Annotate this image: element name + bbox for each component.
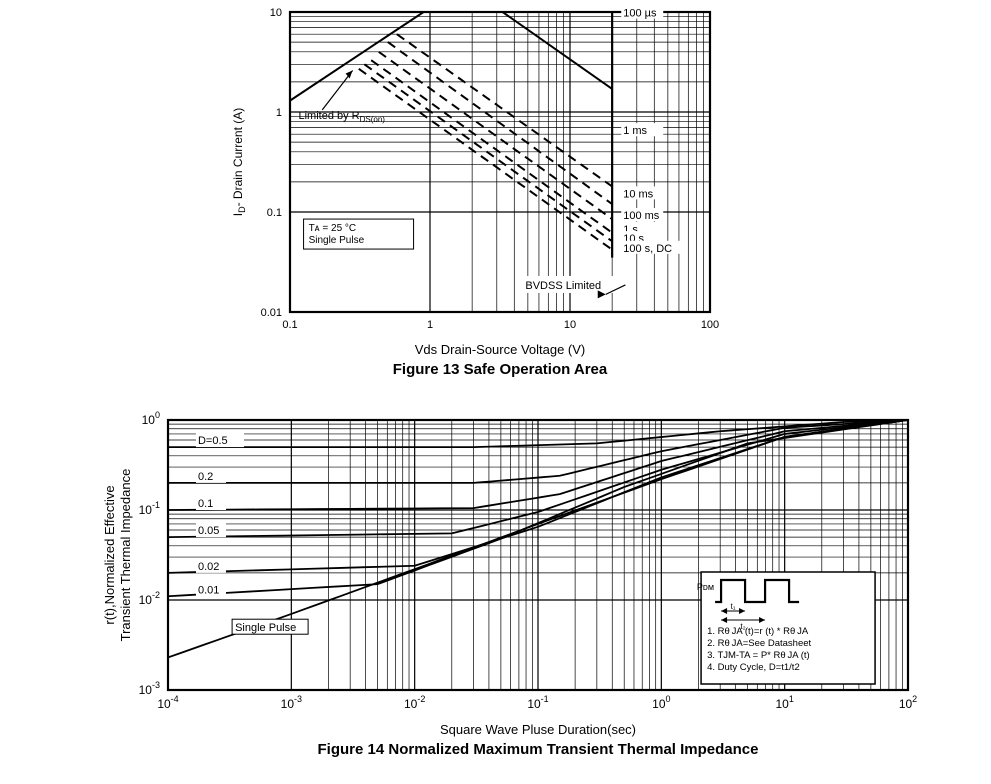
fig13-rdson-line [290, 12, 424, 101]
fig13-x-tick: 100 [701, 319, 719, 331]
fig13-y-label: ID- Drain Current (A) [231, 108, 247, 217]
svg-text:t₁: t₁ [731, 602, 736, 611]
datasheet-page: 0.11101000.010.1110Limited by RDS(on)Tᴀ … [0, 0, 991, 784]
fig13-curve [379, 52, 612, 219]
fig14-note-line: 4. Duty Cycle, D=t1/t2 [707, 662, 800, 673]
fig14-x-tick: 102 [899, 694, 917, 711]
fig13-soa-chart: 0.11101000.010.1110Limited by RDS(on)Tᴀ … [231, 6, 719, 378]
fig14-pdm-label: Pᴅᴍ [697, 582, 714, 592]
fig14-d-label: 0.2 [198, 471, 213, 483]
fig14-y-tick: 10-2 [139, 590, 160, 607]
fig14-caption: Figure 14 Normalized Maximum Transient T… [318, 741, 759, 758]
fig14-x-tick: 10-2 [404, 694, 425, 711]
fig13-y-tick: 10 [270, 7, 282, 19]
fig13-curve-label: 100 µs [623, 8, 657, 20]
fig14-y-tick: 10-1 [139, 500, 160, 517]
fig13-curve-label: 100 s, DC [623, 243, 672, 255]
fig13-x-label: Vds Drain-Source Voltage (V) [415, 342, 586, 357]
fig14-d-label: D=0.5 [198, 435, 228, 447]
fig13-curve [364, 64, 612, 241]
fig14-x-tick: 101 [775, 694, 793, 711]
fig13-condition-line2: Single Pulse [309, 235, 365, 246]
fig14-note-line: 2. Rθ JA=See Datasheet [707, 638, 811, 649]
fig13-y-tick: 0.1 [267, 207, 282, 219]
fig14-note-line: 1. Rθ JA (t)=r (t) * Rθ JA [707, 626, 809, 637]
fig13-caption: Figure 13 Safe Operation Area [393, 361, 608, 378]
fig14-y-tick: 100 [142, 410, 160, 427]
fig13-y-tick: 0.01 [261, 307, 282, 319]
fig14-y-label-1: r(t),Normalized Effective [102, 485, 117, 624]
fig14-x-tick: 10-4 [157, 694, 178, 711]
fig14-x-tick: 100 [652, 694, 670, 711]
fig13-x-tick: 1 [427, 319, 433, 331]
fig14-thermal-chart: 10-410-310-210-110010110210-310-210-1100… [102, 410, 917, 758]
fig13-curve-label: 1 ms [623, 125, 647, 137]
fig13-y-tick: 1 [276, 107, 282, 119]
fig14-single-pulse-label: Single Pulse [235, 622, 296, 634]
fig13-curve-label: 100 ms [623, 210, 660, 222]
fig14-y-label-2: Transient Thermal Impedance [118, 469, 133, 642]
fig13-x-tick: 0.1 [282, 319, 297, 331]
fig14-y-tick: 10-3 [139, 680, 160, 697]
fig14-d-label: 0.05 [198, 525, 219, 537]
fig13-condition-line1: Tᴀ = 25 °C [309, 223, 357, 234]
fig13-curve-label: 10 ms [623, 188, 653, 200]
fig14-d-label: 0.02 [198, 561, 219, 573]
fig13-curve [371, 60, 612, 233]
fig14-note-line: 3. TJM-TA = P* Rθ JA (t) [707, 650, 810, 661]
fig14-x-label: Square Wave Pluse Duration(sec) [440, 722, 636, 737]
fig13-bvdss-label: BVDSS Limited [525, 280, 601, 292]
fig14-d-label: 0.01 [198, 584, 219, 596]
fig14-d-label: 0.1 [198, 498, 213, 510]
fig13-x-tick: 10 [564, 319, 576, 331]
fig13-curve [503, 12, 613, 89]
fig14-x-tick: 10-1 [527, 694, 548, 711]
fig14-x-tick: 10-3 [281, 694, 302, 711]
